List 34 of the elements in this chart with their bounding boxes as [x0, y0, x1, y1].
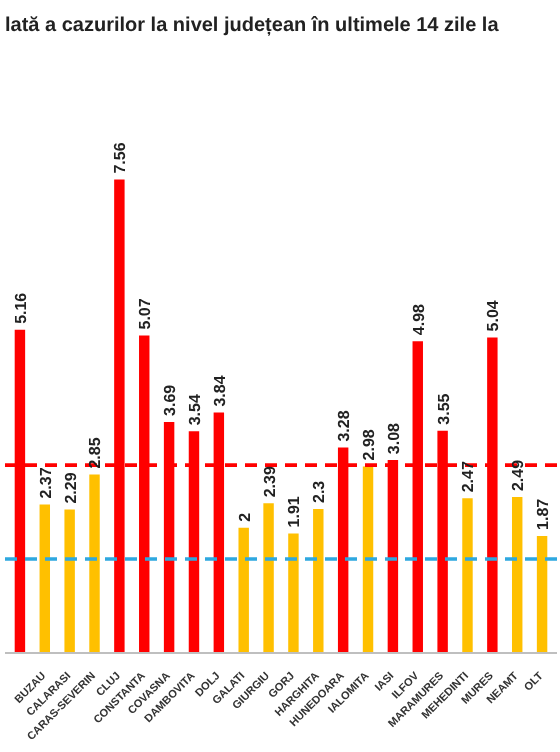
data-label: 2.3: [310, 479, 329, 503]
data-label: 5.16: [11, 291, 30, 324]
data-label: 1.87: [534, 497, 553, 530]
bar: [536, 535, 548, 653]
bar: [263, 503, 274, 653]
data-label: 7.56: [111, 141, 130, 174]
bar: [511, 497, 523, 653]
data-label: 2.29: [61, 471, 80, 504]
data-label: 2.47: [459, 460, 478, 493]
data-label: 1.91: [285, 495, 304, 528]
data-label: 2: [235, 511, 254, 522]
data-label: 2.85: [86, 436, 105, 469]
data-label: 2.98: [360, 428, 379, 461]
data-label: 3.55: [434, 392, 453, 425]
data-label: 3.08: [384, 421, 403, 455]
data-label: 2.39: [260, 465, 279, 498]
bar: [462, 498, 473, 653]
chart-title: lată a cazurilor la nivel județean în ultimele 14 zile la: [5, 15, 500, 37]
data-label: 2.49: [509, 458, 528, 492]
bar: [238, 527, 249, 653]
data-label: 4.98: [409, 302, 428, 336]
data-label: 3.84: [210, 374, 229, 407]
data-label: 5.07: [136, 297, 155, 330]
bar: [313, 508, 324, 653]
data-label: 2.37: [36, 466, 55, 499]
bar: [64, 509, 75, 653]
data-label: 3.54: [185, 393, 204, 426]
data-label: 5.04: [484, 299, 503, 332]
bar: [362, 466, 374, 653]
bar: [89, 474, 100, 653]
bar: [39, 504, 51, 653]
data-label: 3.69: [161, 383, 180, 416]
data-label: 3.28: [335, 409, 354, 442]
bar: [288, 533, 299, 653]
